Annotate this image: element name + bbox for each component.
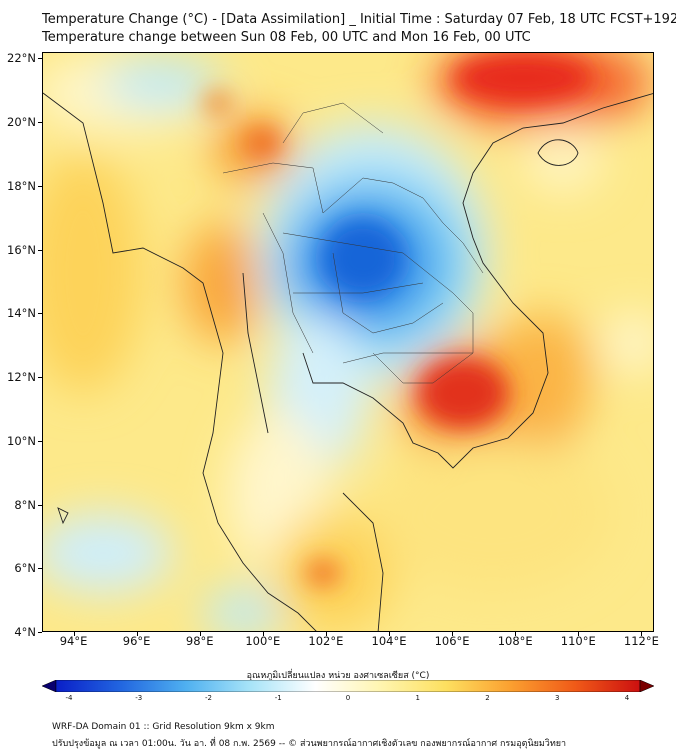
lat-label: 12°N: [7, 370, 36, 385]
lon-label: 108°E: [497, 634, 533, 648]
temperature-change-map: [42, 52, 654, 632]
lat-label: 20°N: [7, 115, 36, 130]
footer-model-info: WRF-DA Domain 01 :: Grid Resolution 9km …: [52, 722, 275, 732]
lon-tick: [73, 632, 75, 636]
lon-tick: [136, 632, 138, 636]
lat-tick: [38, 568, 42, 570]
lat-tick: [38, 504, 42, 506]
footer-credit: ปรับปรุงข้อมูล ณ เวลา 01:00น. วัน อา. ที…: [52, 739, 567, 749]
lon-label: 100°E: [245, 634, 281, 648]
lon-tick: [578, 632, 580, 636]
temperature-field: [43, 53, 653, 631]
lat-tick: [38, 632, 42, 633]
lat-label: 18°N: [7, 178, 36, 193]
lon-label: 94°E: [59, 634, 88, 648]
lon-label: 102°E: [308, 634, 344, 648]
colorbar-min-arrow: [42, 680, 57, 692]
colorbar: [42, 680, 654, 692]
lat-tick: [38, 440, 42, 442]
temperature-core: [204, 53, 593, 587]
coastlines: [43, 92, 653, 631]
lat-tick: [38, 122, 42, 124]
colorbar-tick-label: 4: [624, 694, 630, 702]
lon-tick: [515, 632, 517, 636]
lat-label: 14°N: [7, 306, 36, 321]
map-canvas: [43, 53, 653, 631]
colorbar-gradient: [55, 680, 641, 692]
colorbar-tick-label: 2: [485, 694, 490, 702]
lon-tick: [325, 632, 327, 636]
colorbar-tick-label: -2: [205, 694, 212, 702]
lat-tick: [38, 185, 42, 187]
lon-tick: [641, 632, 643, 636]
colorbar-tick-label: 3: [555, 694, 560, 702]
lon-tick: [389, 632, 390, 636]
lon-label: 96°E: [122, 634, 151, 648]
colorbar-tick-label: 0: [345, 694, 351, 702]
lon-tick: [199, 632, 201, 636]
lat-tick: [38, 313, 42, 315]
lon-label: 98°E: [185, 634, 214, 648]
lon-label: 112°E: [623, 634, 659, 648]
lat-tick: [38, 58, 42, 60]
lon-label: 106°E: [434, 634, 470, 648]
colorbar-tick-label: -1: [274, 694, 282, 702]
lon-label: 110°E: [560, 634, 596, 648]
lat-tick: [38, 377, 42, 379]
lat-label: 6°N: [14, 561, 36, 576]
lat-label: 16°N: [7, 242, 36, 257]
lon-label: 104°E: [371, 634, 407, 648]
borders: [222, 102, 484, 384]
lat-label: 8°N: [14, 497, 36, 512]
lon-tick: [262, 632, 264, 636]
lat-tick: [38, 249, 42, 251]
map-subtitle: Temperature change between Sun 08 Feb, 0…: [42, 30, 531, 45]
lat-label: 4°N: [14, 625, 36, 639]
colorbar-tick-label: 1: [415, 694, 420, 702]
colorbar-tick-label: -4: [65, 694, 73, 702]
lon-tick: [452, 632, 454, 636]
colorbar-tick-label: -3: [135, 694, 143, 702]
lat-label: 10°N: [7, 433, 36, 448]
colorbar-label: อุณหภูมิเปลี่ยนแปลง หน่วย องศาเซลเซียส (…: [246, 671, 430, 681]
map-title: Temperature Change (°C) - [Data Assimila…: [42, 12, 676, 27]
colorbar-max-arrow: [639, 680, 654, 692]
lat-label: 22°N: [7, 51, 36, 66]
